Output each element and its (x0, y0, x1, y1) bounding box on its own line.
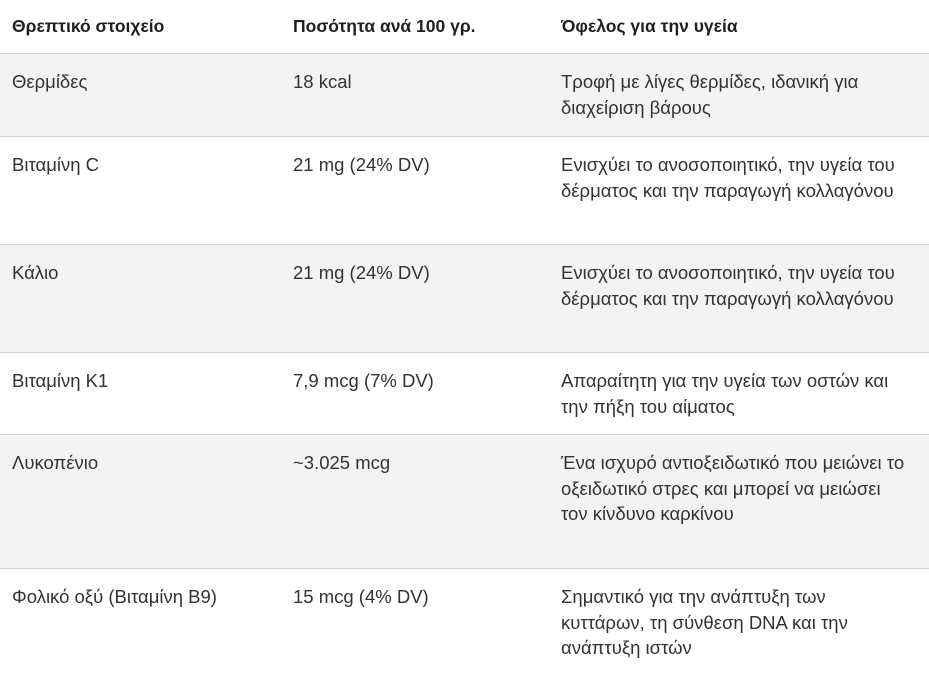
cell-nutrient: Κάλιο (0, 245, 281, 353)
table-row: Λυκοπένιο ~3.025 mcg Ένα ισχυρό αντιοξει… (0, 435, 929, 569)
cell-nutrient: Θερμίδες (0, 54, 281, 137)
cell-amount: 18 kcal (281, 54, 549, 137)
table-row: Βιταμίνη K1 7,9 mcg (7% DV) Απαραίτητη γ… (0, 353, 929, 435)
cell-benefit: Σημαντικό για την ανάπτυξη των κυττάρων,… (549, 569, 929, 674)
cell-benefit: Απαραίτητη για την υγεία των οστών και τ… (549, 353, 929, 435)
cell-amount: 21 mg (24% DV) (281, 245, 549, 353)
cell-nutrient: Βιταμίνη C (0, 137, 281, 245)
header-benefit: Όφελος για την υγεία (549, 0, 929, 54)
cell-benefit: Ενισχύει το ανοσοποιητικό, την υγεία του… (549, 245, 929, 353)
cell-nutrient: Φολικό οξύ (Βιταμίνη B9) (0, 569, 281, 674)
cell-amount: 21 mg (24% DV) (281, 137, 549, 245)
table-row: Θερμίδες 18 kcal Τροφή με λίγες θερμίδες… (0, 54, 929, 137)
cell-amount: 7,9 mcg (7% DV) (281, 353, 549, 435)
table-header-row: Θρεπτικό στοιχείο Ποσότητα ανά 100 γρ. Ό… (0, 0, 929, 54)
table-row: Βιταμίνη C 21 mg (24% DV) Ενισχύει το αν… (0, 137, 929, 245)
cell-nutrient: Βιταμίνη K1 (0, 353, 281, 435)
cell-benefit: Τροφή με λίγες θερμίδες, ιδανική για δια… (549, 54, 929, 137)
table-row: Κάλιο 21 mg (24% DV) Ενισχύει το ανοσοπο… (0, 245, 929, 353)
cell-amount: ~3.025 mcg (281, 435, 549, 569)
cell-nutrient: Λυκοπένιο (0, 435, 281, 569)
cell-benefit: Ένα ισχυρό αντιοξειδωτικό που μειώνει το… (549, 435, 929, 569)
cell-amount: 15 mcg (4% DV) (281, 569, 549, 674)
cell-benefit: Ενισχύει το ανοσοποιητικό, την υγεία του… (549, 137, 929, 245)
table-row: Φολικό οξύ (Βιταμίνη B9) 15 mcg (4% DV) … (0, 569, 929, 674)
header-nutrient: Θρεπτικό στοιχείο (0, 0, 281, 54)
header-amount: Ποσότητα ανά 100 γρ. (281, 0, 549, 54)
